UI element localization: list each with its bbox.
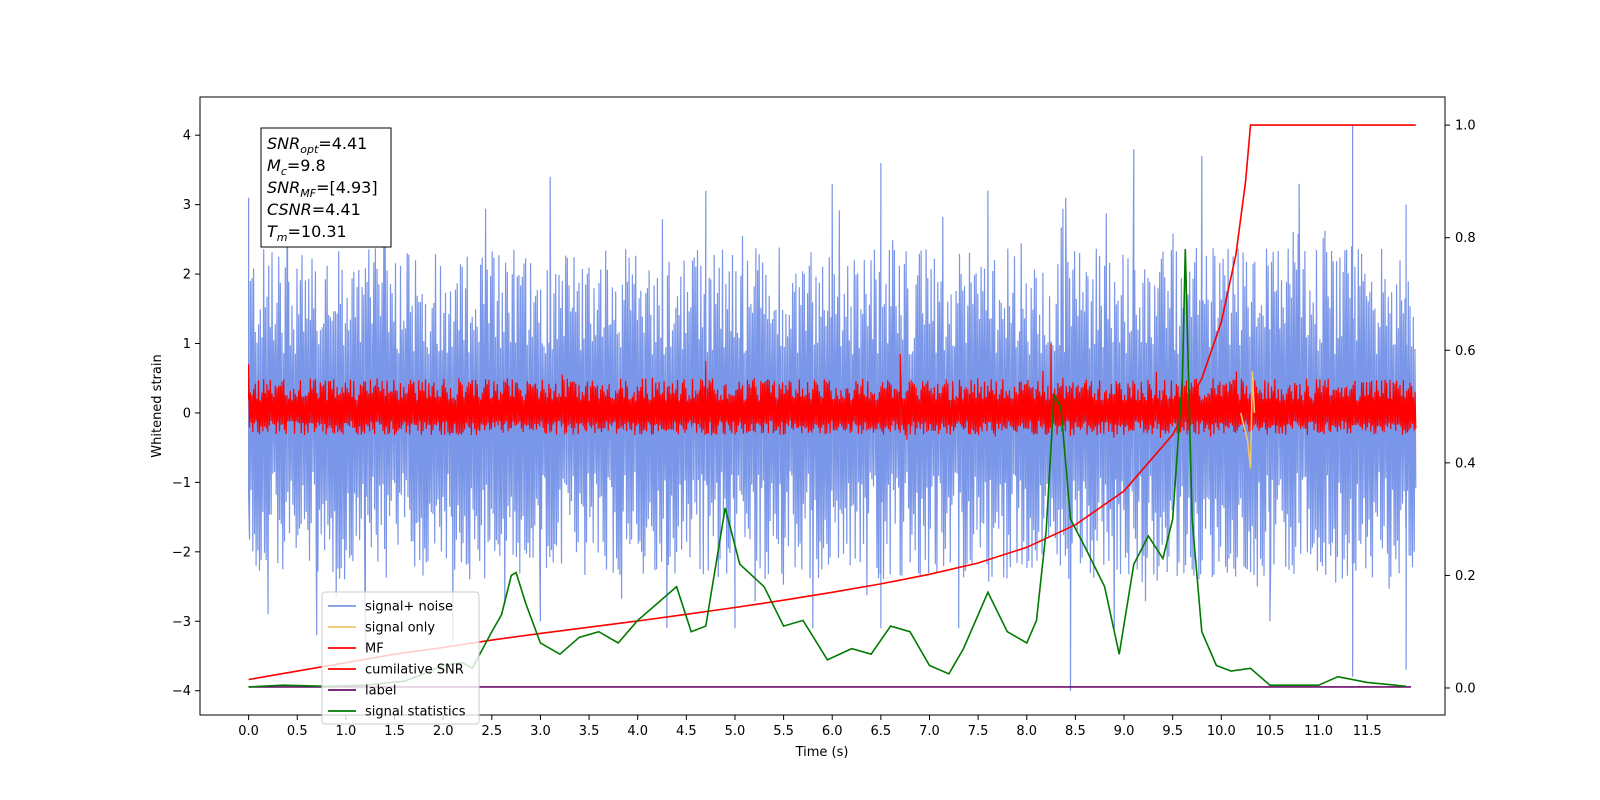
y-tick-label: 1: [183, 337, 191, 352]
info-subscript: opt: [300, 143, 319, 156]
x-tick-label: 5.0: [725, 724, 746, 739]
info-line: Tm=10.31: [267, 222, 347, 244]
x-tick-label: 8.0: [1016, 724, 1037, 739]
plot-frame: [199, 96, 1446, 716]
legend: signal+ noise signal only MF cumilative SNR…: [321, 591, 480, 725]
y2-tick-label: 0.4: [1455, 456, 1476, 471]
info-line: SNRMF=[4.93]: [267, 178, 378, 200]
info-value: =4.41: [312, 200, 361, 219]
x-tick-label: 7.0: [919, 724, 940, 739]
info-symbol: SNR: [267, 134, 300, 153]
info-value: =10.31: [288, 222, 347, 241]
info-line: CSNR=4.41: [267, 200, 361, 219]
info-subscript: c: [281, 165, 287, 178]
y2-axis-ticks: 1.0 0.8 0.6 0.4 0.2 0.0: [1445, 119, 1476, 696]
info-symbol: SNR: [267, 178, 300, 197]
legend-label: cumilative SNR: [365, 663, 464, 678]
legend-label: MF: [365, 642, 384, 657]
info-box-frame: [260, 127, 392, 248]
x-tick-label: 4.0: [627, 724, 648, 739]
x-tick-label: 6.5: [871, 724, 892, 739]
x-tick-label: 1.0: [336, 724, 357, 739]
y2-tick-label: 0.8: [1455, 231, 1476, 246]
y-tick-label: 3: [183, 198, 191, 213]
series-signal-statistics: [248, 248, 1407, 688]
x-tick-label: 10.0: [1207, 724, 1236, 739]
y-tick-label: −2: [172, 545, 191, 560]
mf-series: [248, 343, 1417, 440]
y2-tick-label: 1.0: [1455, 119, 1476, 134]
info-value: =4.41: [318, 134, 367, 153]
x-tick-label: 8.5: [1065, 724, 1086, 739]
x-tick-label: 0.0: [238, 724, 259, 739]
series-mf: [248, 343, 1417, 440]
x-axis-label: Time (s): [795, 745, 849, 760]
info-value: =[4.93]: [316, 178, 378, 197]
info-line: SNRopt=4.41: [267, 134, 367, 156]
x-axis-ticks: 0.0 0.5 1.0 1.5 2.0 2.5 3.0 3.5 4.0 4.5 5.0 5.5 6.0 6…: [238, 715, 1382, 739]
snr-info-box: SNRopt=4.41Mc=9.8SNRMF=[4.93]CSNR=4.41Tm…: [260, 127, 392, 248]
info-subscript: MF: [300, 187, 316, 200]
x-tick-label: 5.5: [773, 724, 794, 739]
info-symbol: T: [267, 222, 278, 241]
y-axis-ticks: 4 3 2 1 0 −1 −2 −3 −4: [172, 129, 200, 699]
info-symbol: CSNR: [267, 200, 312, 219]
y-tick-label: −1: [172, 476, 191, 491]
x-tick-label: 4.5: [676, 724, 697, 739]
x-tick-label: 11.0: [1304, 724, 1333, 739]
y-tick-label: 2: [183, 268, 191, 283]
info-symbol: M: [267, 156, 281, 175]
x-tick-label: 2.5: [481, 724, 502, 739]
legend-label: signal only: [365, 621, 435, 636]
info-line: Mc=9.8: [267, 156, 326, 178]
series-signal-noise: [248, 124, 1417, 691]
info-subscript: m: [277, 231, 288, 244]
legend-label: signal statistics: [365, 705, 466, 720]
series-signal-only: [1239, 371, 1256, 469]
legend-frame: [321, 591, 480, 725]
x-tick-label: 1.5: [384, 724, 405, 739]
y-axis-label: Whitened strain: [150, 354, 165, 457]
x-tick-label: 2.0: [433, 724, 454, 739]
legend-label: signal+ noise: [365, 600, 453, 615]
legend-label: label: [365, 684, 396, 699]
x-tick-label: 9.5: [1162, 724, 1183, 739]
y2-tick-label: 0.2: [1455, 569, 1476, 584]
x-tick-label: 0.5: [287, 724, 308, 739]
x-tick-label: 11.5: [1353, 724, 1382, 739]
x-tick-label: 3.5: [579, 724, 600, 739]
x-tick-label: 7.5: [968, 724, 989, 739]
y-tick-label: −3: [172, 615, 191, 630]
x-tick-label: 10.5: [1255, 724, 1284, 739]
x-tick-label: 6.0: [822, 724, 843, 739]
info-value: =9.8: [287, 156, 326, 175]
y-tick-label: 4: [183, 129, 191, 144]
y-tick-label: −4: [172, 684, 191, 699]
y-tick-label: 0: [183, 406, 191, 421]
y2-tick-label: 0.0: [1455, 681, 1476, 696]
x-tick-label: 9.0: [1114, 724, 1135, 739]
x-tick-label: 3.0: [530, 724, 551, 739]
signal-noise-series: [248, 124, 1417, 691]
y2-tick-label: 0.6: [1455, 344, 1476, 359]
